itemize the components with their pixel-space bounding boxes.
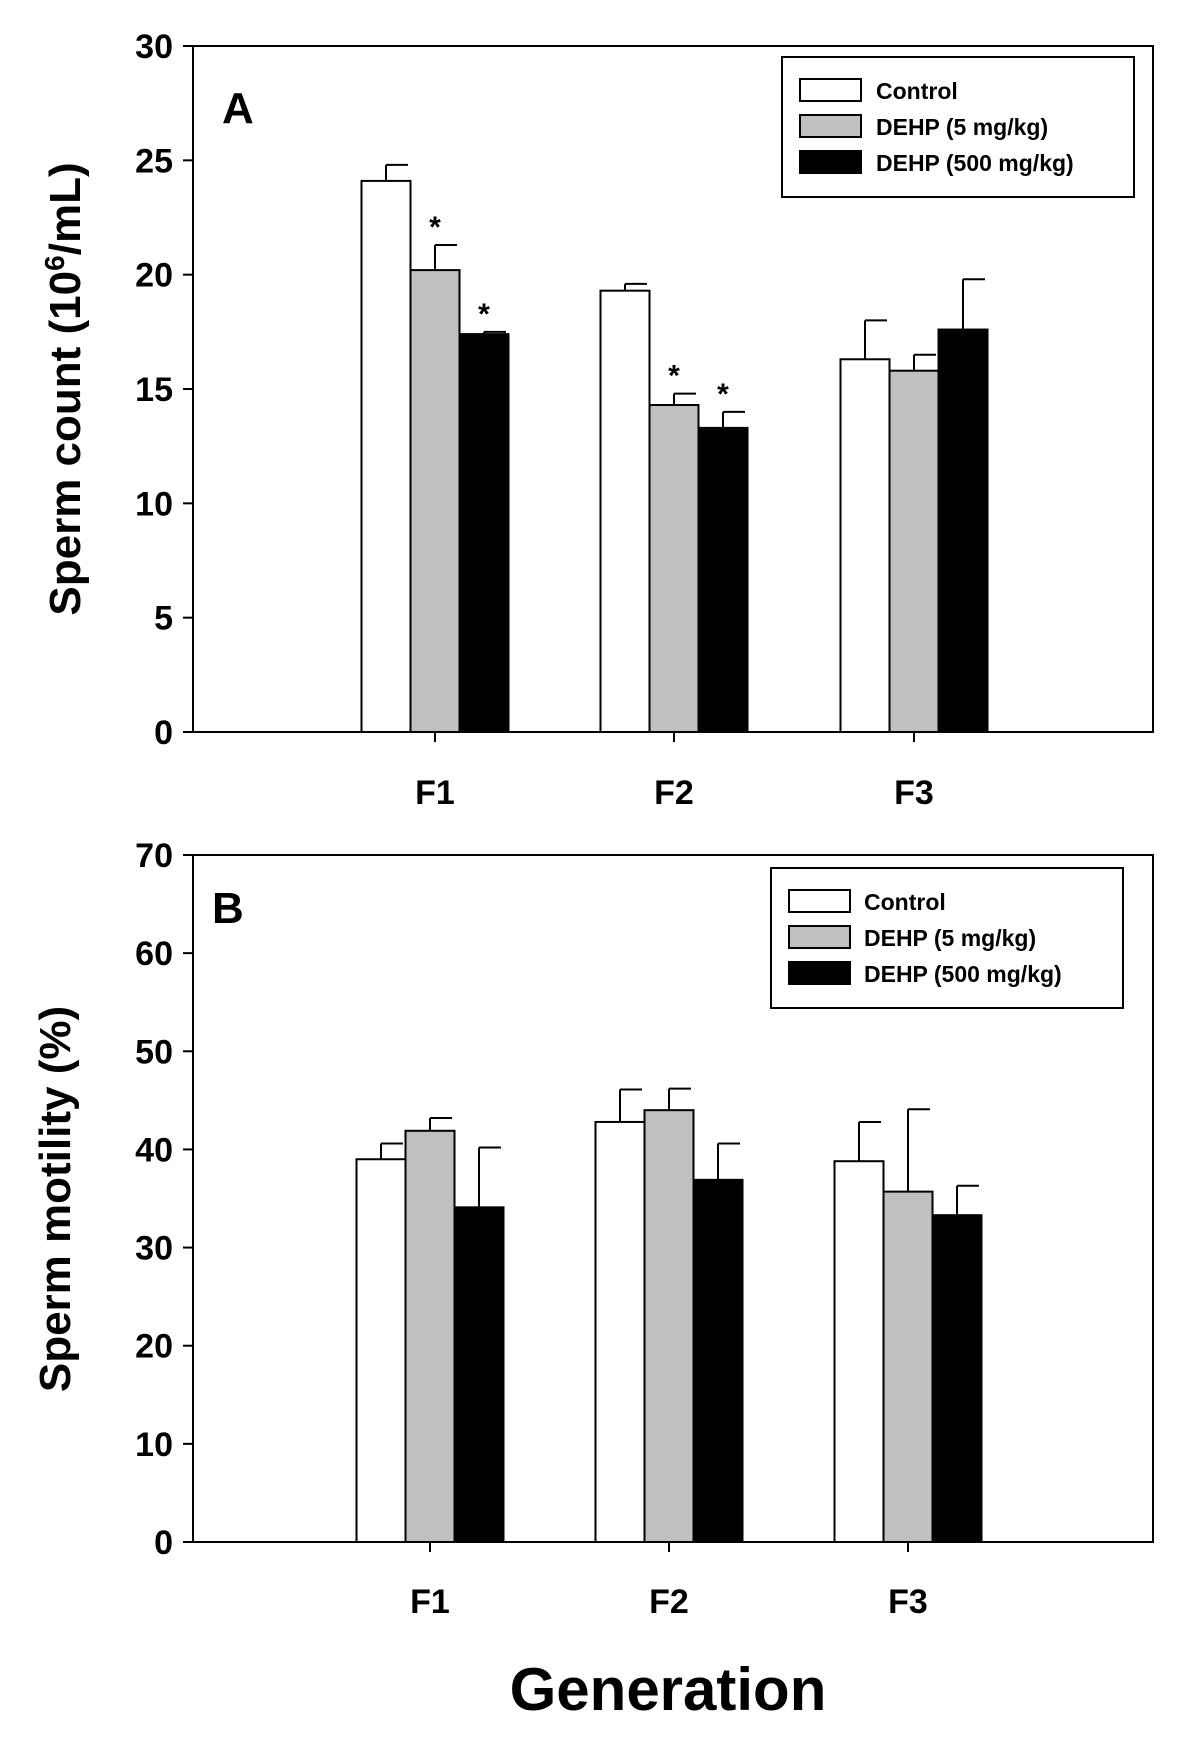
y-tick-label: 10 — [135, 1426, 173, 1464]
y-tick-label: 0 — [154, 1524, 173, 1562]
legend-swatch-control — [799, 78, 862, 102]
legend-swatch-dehp-5 — [788, 925, 851, 949]
panel-label: B — [212, 884, 244, 933]
legend-label-dehp-500: DEHP (500 mg/kg) — [876, 150, 1074, 176]
legend: Control DEHP (5 mg/kg) DEHP (500 mg/kg) — [781, 56, 1135, 198]
bar-f3-series-2 — [931, 1214, 983, 1544]
bar-f1-series-2 — [458, 333, 510, 733]
significance-marker: * — [478, 298, 490, 331]
x-tick-label-f3: F3 — [894, 774, 934, 812]
panel-label: A — [222, 84, 254, 133]
bar-f2-series-1 — [648, 404, 700, 733]
bar-f3-series-2 — [937, 328, 989, 733]
bar-f1-series-2 — [453, 1206, 505, 1544]
y-tick-label: 30 — [135, 1230, 173, 1268]
y-axis-label: Sperm count (106/mL) — [39, 162, 90, 615]
bar-f3-series-1 — [882, 1190, 934, 1543]
legend-label-dehp-5: DEHP (5 mg/kg) — [864, 925, 1036, 951]
y-tick-label: 50 — [135, 1033, 173, 1071]
bar-f1-series-1 — [409, 269, 461, 733]
y-tick-label: 25 — [135, 142, 173, 180]
x-tick-label-f1: F1 — [415, 774, 455, 812]
x-axis-label: Generation — [510, 1656, 827, 1723]
x-tick-label-f2: F2 — [649, 1583, 689, 1621]
bar-f1-series-0 — [355, 1158, 407, 1543]
bar-f3-series-0 — [833, 1160, 885, 1543]
x-tick-label-f1: F1 — [410, 1583, 450, 1621]
y-tick-label: 60 — [135, 935, 173, 973]
significance-marker: * — [717, 378, 729, 411]
x-tick-label-f2: F2 — [654, 774, 694, 812]
y-tick-label: 70 — [135, 837, 173, 875]
legend-label-dehp-5: DEHP (5 mg/kg) — [876, 114, 1048, 140]
bar-f2-series-1 — [643, 1109, 695, 1543]
legend-label-dehp-500: DEHP (500 mg/kg) — [864, 961, 1062, 987]
panel-a-sperm-count: 0 5 10 15 20 25 30 F1 F2 F3 * * * * A Sperm count (… — [39, 28, 1154, 812]
bar-f2-series-2 — [697, 426, 749, 733]
y-tick-label: 5 — [154, 600, 173, 638]
y-axis-ticks: 0 10 20 30 40 50 60 70 — [135, 837, 193, 1562]
y-tick-label: 20 — [135, 1328, 173, 1366]
x-axis-ticks: F1 F2 F3 — [415, 732, 934, 812]
bar-f1-series-0 — [360, 179, 412, 733]
panel-b-sperm-motility: 0 10 20 30 40 50 60 70 F1 F2 F3 B Sperm motility … — [31, 837, 1154, 1621]
bar-f3-series-0 — [839, 358, 891, 733]
y-tick-label: 10 — [135, 485, 173, 523]
y-tick-label: 30 — [135, 28, 173, 66]
bar-f1-series-1 — [404, 1129, 456, 1543]
bar-f2-series-2 — [692, 1178, 744, 1544]
bar-f2-series-0 — [594, 1120, 646, 1544]
legend-label-control: Control — [864, 889, 946, 915]
significance-marker: * — [668, 360, 680, 393]
legend-swatch-dehp-500 — [799, 150, 862, 174]
legend-swatch-dehp-500 — [788, 961, 851, 985]
y-tick-label: 40 — [135, 1131, 173, 1169]
x-tick-label-f3: F3 — [888, 1583, 928, 1621]
legend-swatch-control — [788, 889, 851, 913]
bar-f3-series-1 — [888, 369, 940, 733]
y-tick-label: 15 — [135, 371, 173, 409]
y-tick-label: 0 — [154, 714, 173, 752]
y-axis-ticks: 0 5 10 15 20 25 30 — [135, 28, 193, 752]
bar-group: * * * * — [360, 163, 989, 733]
significance-marker: * — [429, 211, 441, 244]
legend-label-control: Control — [876, 78, 958, 104]
legend: Control DEHP (5 mg/kg) DEHP (500 mg/kg) — [770, 867, 1124, 1009]
bar-group — [355, 1087, 983, 1544]
x-axis-ticks: F1 F2 F3 — [410, 1542, 928, 1621]
bar-f2-series-0 — [599, 289, 651, 733]
legend-swatch-dehp-5 — [799, 114, 862, 138]
y-tick-label: 20 — [135, 257, 173, 295]
y-axis-label: Sperm motility (%) — [31, 1006, 80, 1392]
